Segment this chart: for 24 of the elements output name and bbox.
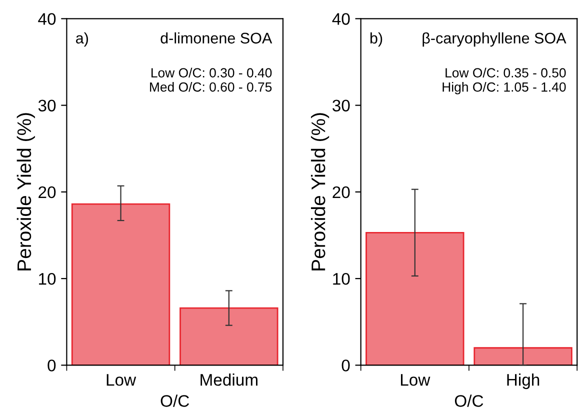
y-axis-title: Peroxide Yield (%) — [16, 113, 35, 270]
y-tick-label: 10 — [39, 272, 56, 285]
x-tick-label: Medium — [200, 374, 258, 386]
text: β-caryophyllene SOA — [422, 32, 566, 47]
x-tick-label: High — [507, 374, 540, 390]
y-tick-label: 30 — [332, 100, 350, 112]
y-tick-label: 10 — [333, 272, 350, 285]
annotation: b) — [370, 32, 382, 47]
x-axis-title: O/C — [160, 394, 190, 407]
annotation: Low O/C: 0.30 - 0.40 Med O/C: 0.60 - 0.75 — [150, 68, 272, 92]
x-tick-label: Low — [106, 374, 136, 386]
y-tick-label: 20 — [332, 186, 350, 198]
y-tick-label: 40 — [38, 13, 56, 25]
y-tick-label: 40 — [332, 13, 350, 25]
y-axis-title: Peroxide Yield (%) — [310, 113, 330, 270]
x-tick-label: Low — [400, 374, 430, 386]
y-tick-label: 0 — [48, 360, 56, 372]
x-axis-title: O/C — [454, 394, 484, 407]
annotation: Low O/C: 0.35 - 0.50 High O/C: 1.05 - 1.40 — [442, 68, 566, 94]
y-tick-label: 20 — [38, 186, 56, 198]
annotation: a) — [76, 32, 88, 47]
text: d-limonene SOA — [160, 32, 272, 44]
y-tick-label: 0 — [342, 360, 350, 372]
y-tick-label: 30 — [38, 100, 56, 112]
